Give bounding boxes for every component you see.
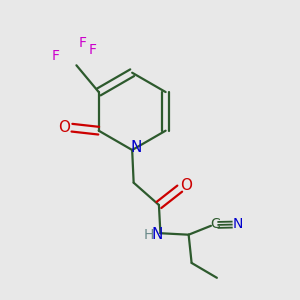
Text: F: F xyxy=(89,44,97,57)
Text: H: H xyxy=(144,228,154,242)
Text: N: N xyxy=(152,227,163,242)
Text: C: C xyxy=(211,217,220,231)
Text: F: F xyxy=(78,36,86,50)
Text: N: N xyxy=(232,217,243,231)
Text: O: O xyxy=(180,178,192,193)
Text: F: F xyxy=(52,50,60,63)
Text: O: O xyxy=(58,120,70,135)
Text: N: N xyxy=(131,140,142,154)
